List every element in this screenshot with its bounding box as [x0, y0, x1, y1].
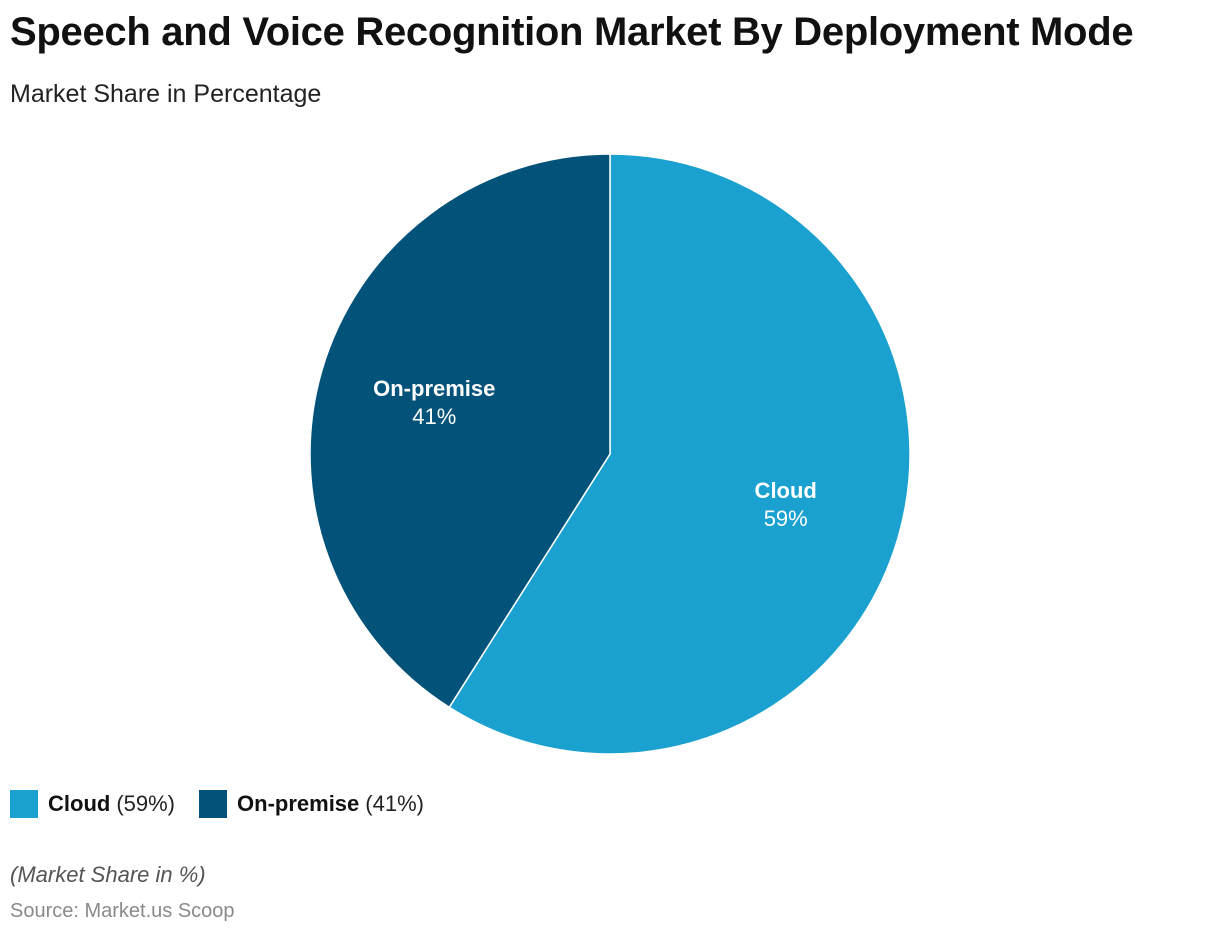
pie-slice-cloud[interactable] [448, 153, 911, 755]
slice-label-on-premise-name: On-premise [373, 375, 496, 401]
slice-label-cloud: Cloud 59% [755, 477, 817, 533]
slice-label-on-premise: On-premise 41% [373, 375, 495, 431]
chart-note: (Market Share in %) [10, 862, 206, 887]
legend-item-on-premise[interactable]: On-premise (41%) [199, 790, 424, 818]
legend-value-on-premise: (41%) [365, 791, 424, 816]
legend-swatch-on-premise [199, 790, 228, 818]
legend-swatch-cloud [10, 790, 38, 818]
legend-value-cloud: (59%) [116, 791, 176, 816]
legend-label-on-premise: On-premise [237, 791, 360, 816]
chart-source: Source: Market.us Scoop [10, 900, 235, 922]
slice-label-cloud-value: 59% [763, 506, 808, 532]
chart-title: Speech and Voice Recognition Market By D… [10, 10, 1134, 54]
chart-subtitle: Market Share in Percentage [10, 80, 322, 108]
chart-legend: Cloud (59%) On-premise (41%) [10, 790, 448, 818]
legend-label-cloud: Cloud [48, 791, 111, 816]
legend-item-cloud[interactable]: Cloud (59%) [10, 790, 175, 818]
pie-slice-on-premise[interactable] [309, 153, 611, 709]
slice-label-on-premise-value: 41% [412, 403, 457, 429]
slice-label-cloud-name: Cloud [754, 478, 817, 504]
